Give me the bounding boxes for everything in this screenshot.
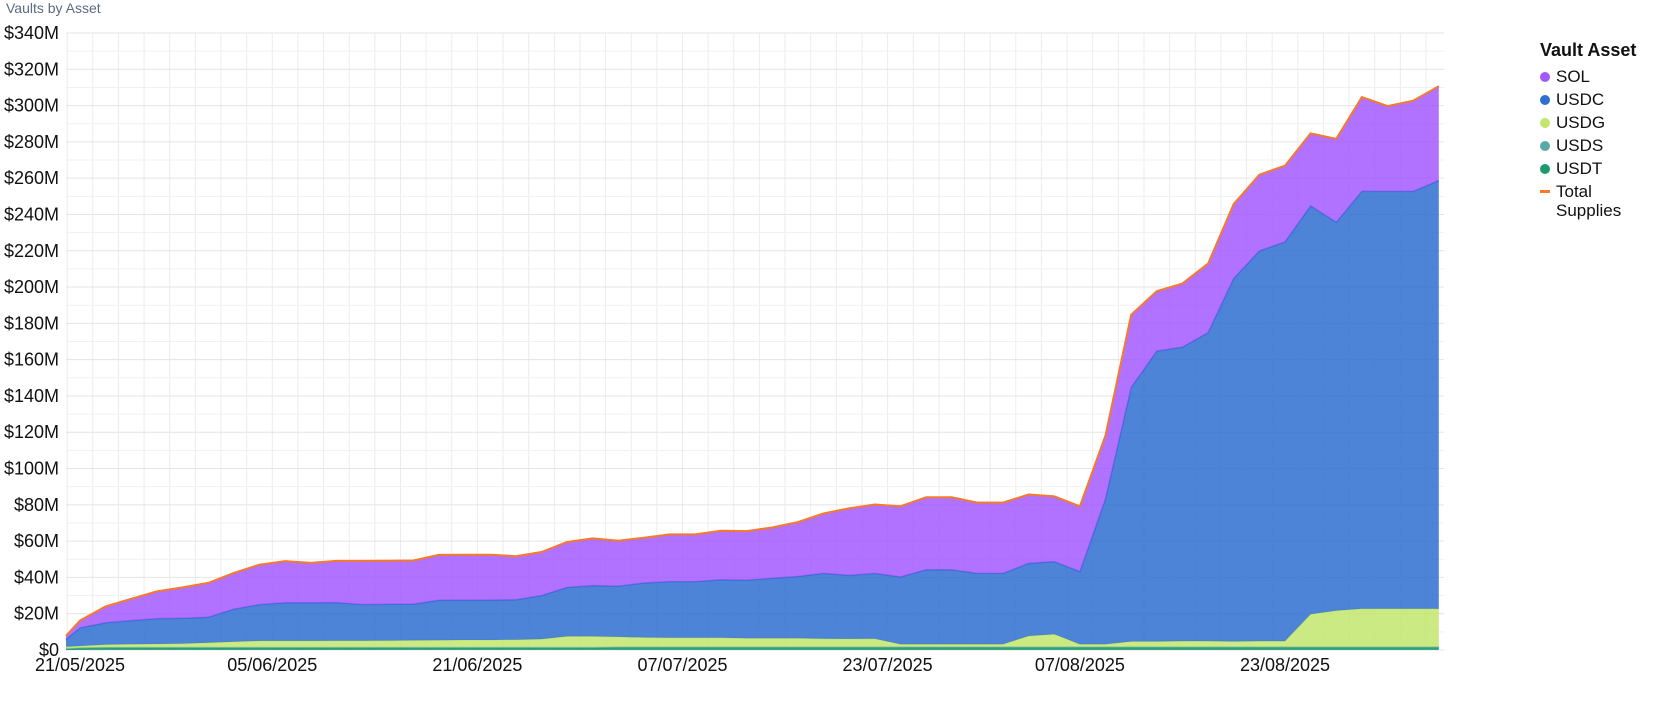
y-tick-label: $140M (4, 386, 59, 406)
legend-label-usdg: USDG (1556, 113, 1606, 132)
x-tick-label: 07/07/2025 (637, 655, 727, 675)
y-tick-label: $160M (4, 350, 59, 370)
y-tick-label: $180M (4, 313, 59, 333)
x-tick-label: 21/05/2025 (35, 655, 125, 675)
legend-item-total-supplies[interactable]: Total Supplies (1540, 182, 1650, 226)
area-usdg (66, 608, 1439, 649)
y-tick-label: $280M (4, 132, 59, 152)
y-tick-label: $40M (14, 567, 59, 587)
y-tick-label: $260M (4, 168, 59, 188)
legend-item-usds[interactable]: USDS (1540, 136, 1650, 159)
legend-marker-usdg (1540, 118, 1550, 128)
y-tick-label: $320M (4, 59, 59, 79)
total-supplies-line (65, 85, 1440, 637)
x-axis-ticks: 21/05/2025 05/06/2025 21/06/2025 07/07/2025… (35, 655, 1330, 675)
x-tick-label: 23/07/2025 (843, 655, 933, 675)
y-tick-label: $300M (4, 96, 59, 116)
y-tick-label: $220M (4, 241, 59, 261)
legend-item-sol[interactable]: SOL (1540, 67, 1650, 90)
y-tick-label: $120M (4, 422, 59, 442)
y-tick-label: $80M (14, 495, 59, 515)
legend-marker-usdt (1540, 164, 1550, 174)
y-tick-label: $200M (4, 277, 59, 297)
x-tick-label: 05/06/2025 (227, 655, 317, 675)
legend-marker-sol (1540, 72, 1550, 82)
legend-label-usdc: USDC (1556, 90, 1605, 109)
legend-label-usds: USDS (1556, 136, 1604, 155)
legend-marker-total-supplies (1540, 190, 1550, 193)
legend-title: Vault Asset (1540, 40, 1637, 60)
y-tick-label: $100M (4, 459, 59, 479)
x-tick-label: 23/08/2025 (1240, 655, 1330, 675)
legend-label-total-supplies: Total Supplies (1556, 182, 1622, 220)
x-tick-label: 07/08/2025 (1035, 655, 1125, 675)
y-tick-label: $60M (14, 531, 59, 551)
x-tick-label: 21/06/2025 (432, 655, 522, 675)
y-axis-ticks: $0 $20M $40M $60M $80M $100M $120M $140M $160M $1… (4, 23, 59, 660)
legend-marker-usdc (1540, 95, 1550, 105)
area-layer (65, 85, 1440, 650)
y-tick-label: $340M (4, 23, 59, 43)
legend-marker-usds (1540, 141, 1550, 151)
legend-item-usdg[interactable]: USDG (1540, 113, 1650, 136)
area-usdc (66, 180, 1439, 647)
legend-label-sol: SOL (1556, 67, 1591, 86)
panel-title: Vaults by Asset (6, 0, 101, 16)
y-tick-label: $20M (14, 604, 59, 624)
total-line-layer (65, 85, 1440, 637)
y-tick-label: $0 (39, 640, 59, 660)
legend-label-usdt: USDT (1556, 159, 1603, 178)
legend-item-usdc[interactable]: USDC (1540, 90, 1650, 113)
y-tick-label: $240M (4, 204, 59, 224)
area-sol (66, 86, 1439, 640)
legend: Vault Asset SOL USDC USDG USDS USDT Tota… (1540, 40, 1650, 226)
legend-item-usdt[interactable]: USDT (1540, 159, 1650, 182)
